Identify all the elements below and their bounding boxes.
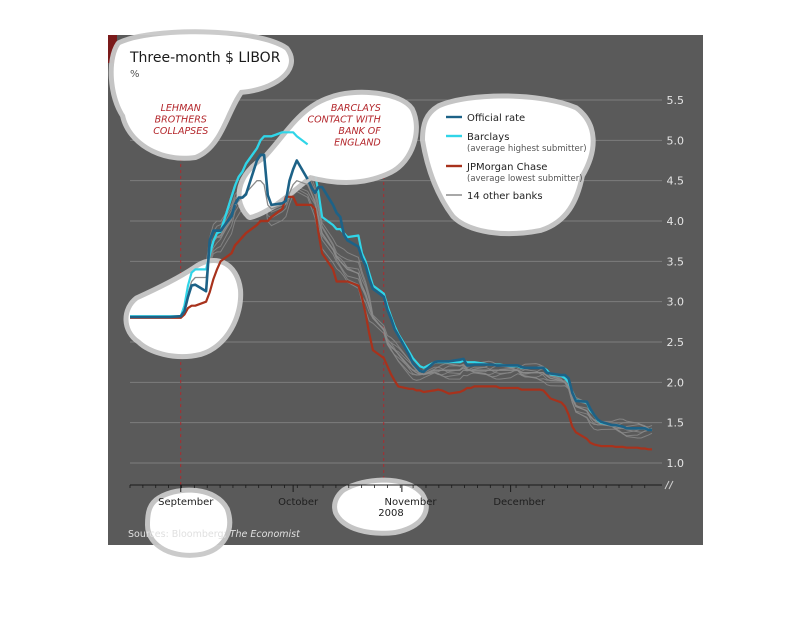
y-tick-label-5: 3.0 [667, 296, 685, 309]
highlight-blobs [108, 29, 596, 558]
legend-sublabel-2: (average lowest submitter) [467, 174, 583, 184]
legend: Official rate Barclays(average highest su… [446, 113, 587, 202]
series-overlay-1-2 [234, 195, 308, 246]
year-label: 2008 [378, 508, 403, 519]
month-label-september: September [158, 497, 214, 508]
blob-fill-october-2008 [337, 482, 424, 531]
y-tick-label-3: 4.0 [667, 215, 685, 228]
annotation-barclays-line-0: BARCLAYS [331, 103, 381, 114]
blob-fill-title [113, 34, 289, 156]
blob-fill-legend [425, 98, 591, 232]
annotation-barclays-line-3: ENGLAND [334, 138, 381, 149]
series-overlay-1-0 [233, 153, 309, 207]
axis-layer: September October November December [129, 480, 674, 508]
y-tick-label-7: 2.0 [667, 376, 685, 389]
month-label-december: December [493, 497, 546, 508]
y-tick-label-4: 3.5 [667, 255, 685, 268]
month-label-november: November [384, 497, 437, 508]
source-note: Sources: Bloomberg; The Economist [128, 529, 301, 540]
axis-break-icon [664, 480, 674, 490]
unit-label: % [130, 69, 140, 80]
grid-layer: 5.5 5.0 4.5 4.0 3.5 3.0 2.5 2.0 1.5 1.0 [130, 94, 684, 470]
annotation-lehman-line-2: COLLAPSES [153, 126, 208, 137]
legend-label-0: Official rate [467, 113, 525, 124]
text-layer: Three-month $ LIBOR % 2008 Sources: Bloo… [128, 50, 404, 540]
source-prefix: Sources: Bloomberg; [128, 529, 230, 540]
chart-title: Three-month $ LIBOR [129, 50, 281, 66]
annotation-barclays-line-2: BANK OF [338, 126, 381, 137]
series-overlay-0-0 [130, 203, 237, 319]
blob-fill-barclays-callout [241, 94, 414, 215]
y-tick-label-6: 2.5 [667, 336, 685, 349]
legend-label-1: Barclays [467, 132, 509, 143]
y-tick-label-9: 1.0 [667, 457, 685, 470]
legend-label-2: JPMorgan Chase [466, 162, 547, 173]
y-tick-label-0: 5.5 [667, 94, 685, 107]
source-italic: The Economist [230, 529, 301, 540]
y-tick-label-8: 1.5 [667, 417, 685, 430]
legend-label-3: 14 other banks [467, 191, 543, 202]
blob-fill-september-label [150, 492, 228, 553]
annotation-barclays-line-1: CONTACT WITH [308, 115, 381, 126]
y-tick-label-2: 4.5 [667, 175, 685, 188]
y-tick-label-1: 5.0 [667, 134, 685, 147]
annotation-lehman-line-1: BROTHERS [155, 115, 207, 126]
series-overlay-1-1 [234, 131, 309, 186]
legend-sublabel-1: (average highest submitter) [467, 144, 587, 154]
month-label-october: October [278, 497, 319, 508]
annotation-lehman-line-0: LEHMAN [161, 103, 201, 114]
